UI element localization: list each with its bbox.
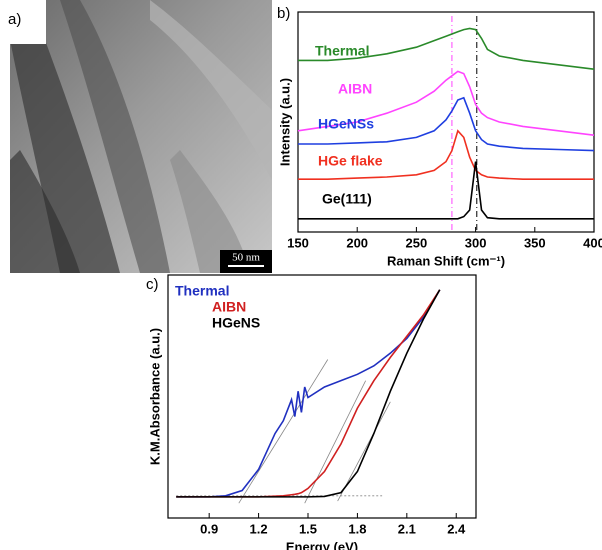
series-label: AIBN	[338, 81, 372, 97]
x-tick-label: 1.2	[250, 521, 268, 536]
x-tick-label: 300	[465, 235, 487, 250]
label-box	[0, 0, 46, 44]
guide-line	[304, 380, 367, 504]
series-line	[298, 129, 594, 180]
y-axis-label: Intensity (a.u.)	[277, 78, 292, 166]
x-tick-label: 350	[524, 235, 546, 250]
series-line	[298, 27, 595, 70]
x-tick-label: 150	[287, 235, 309, 250]
series-label: HGeNSs	[318, 116, 374, 132]
series-line	[298, 96, 595, 152]
guide-line	[238, 359, 329, 504]
tem-image	[10, 0, 272, 273]
x-axis-label: Raman Shift (cm⁻¹)	[387, 253, 505, 268]
plot-frame	[297, 11, 595, 233]
series-line	[297, 70, 595, 136]
x-tick-label: 400	[583, 235, 602, 250]
series-line	[176, 289, 441, 498]
x-tick-label: 2.1	[398, 521, 416, 536]
scale-bar-box	[220, 250, 272, 273]
x-tick-label: 0.9	[200, 521, 218, 536]
panel-label: c)	[146, 276, 159, 293]
series-label: Thermal	[315, 43, 369, 59]
series-line	[298, 161, 594, 220]
series-label: HGe flake	[318, 153, 383, 169]
plot-frame	[167, 274, 477, 519]
panel-label: a)	[8, 11, 21, 28]
series-line	[176, 289, 441, 498]
series-label: Thermal	[175, 283, 229, 299]
x-tick-label: 250	[406, 235, 428, 250]
panel-label: b)	[277, 5, 290, 22]
scale-bar-label: 50 nm	[232, 252, 260, 264]
x-tick-label: 1.8	[348, 521, 366, 536]
series-label: Ge(111)	[322, 191, 372, 207]
x-tick-label: 1.5	[299, 521, 317, 536]
x-tick-label: 200	[346, 235, 368, 250]
series-label: HGeNS	[212, 315, 260, 331]
x-tick-label: 2.4	[447, 521, 466, 536]
x-axis-label: Energy (eV)	[286, 539, 358, 550]
y-axis-label: K.M.Absorbance (a.u.)	[147, 328, 162, 465]
series-label: AIBN	[212, 299, 246, 315]
